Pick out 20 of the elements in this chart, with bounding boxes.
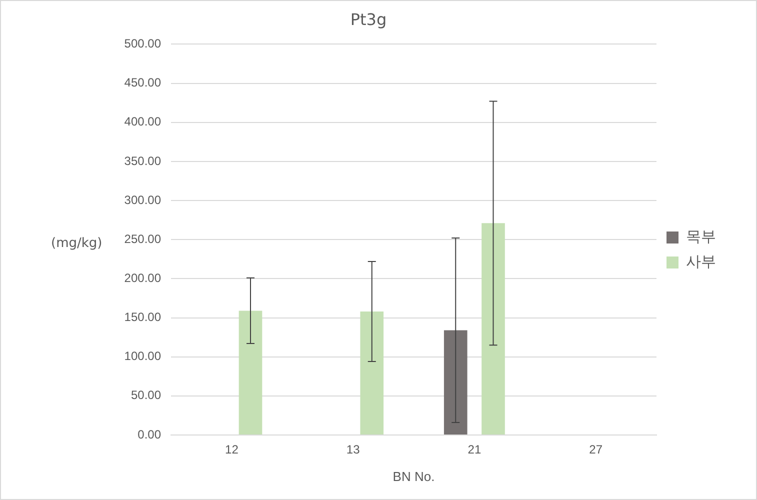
x-tick-label: 27 — [589, 442, 603, 457]
y-tick-label: 200.00 — [124, 270, 162, 285]
y-tick-label: 350.00 — [124, 154, 162, 168]
chart-title: Pt3g — [350, 10, 387, 29]
y-axis-title: (mg/kg) — [51, 236, 102, 251]
y-tick-label: 100.00 — [124, 349, 162, 364]
x-tick-label: 12 — [225, 442, 239, 457]
y-tick-label: 0.00 — [138, 427, 162, 442]
y-tick-label: 150.00 — [124, 310, 162, 324]
x-tick-label: 21 — [468, 442, 482, 457]
y-tick-label: 500.00 — [124, 36, 162, 51]
y-tick-label: 300.00 — [124, 192, 162, 207]
x-axis-title: BN No. — [392, 468, 435, 484]
y-tick-label: 250.00 — [124, 232, 162, 246]
y-tick-label: 50.00 — [130, 388, 162, 402]
legend-label: 사부 — [686, 252, 716, 270]
legend-label: 목부 — [686, 227, 716, 246]
y-tick-label: 450.00 — [124, 76, 162, 90]
y-tick-label: 400.00 — [124, 114, 162, 129]
x-tick-label: 13 — [346, 442, 360, 457]
